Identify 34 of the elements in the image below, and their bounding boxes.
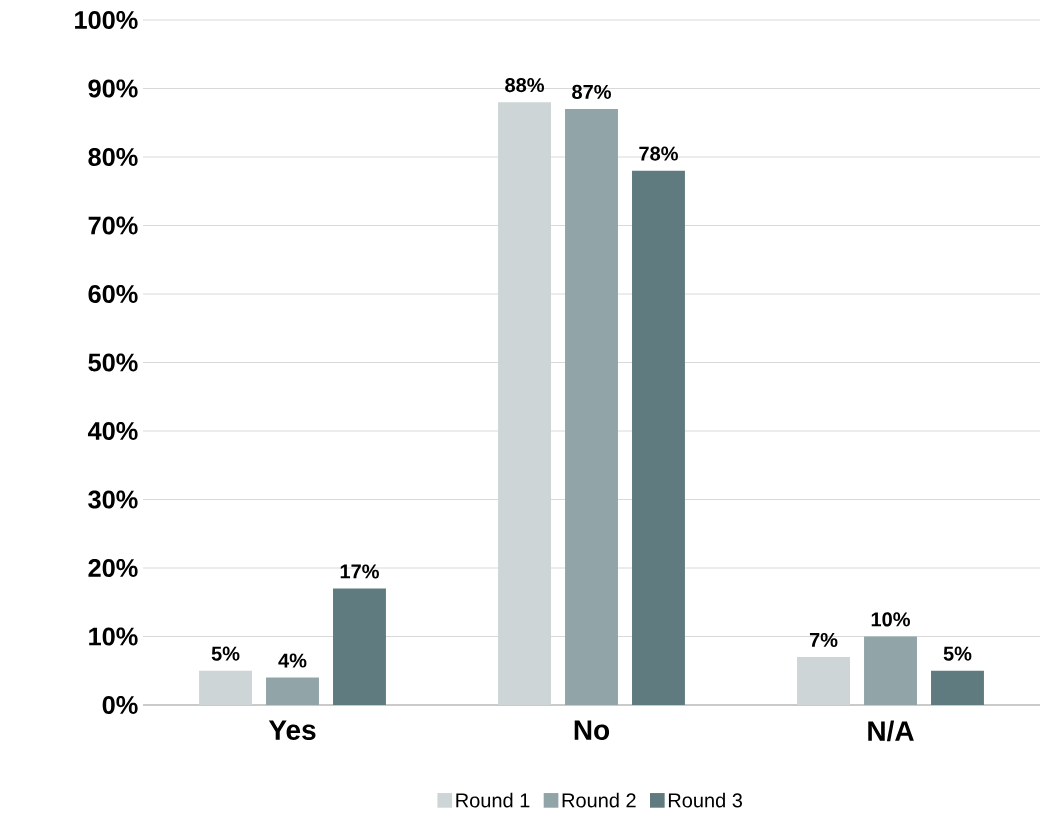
- y-tick-label: 60%: [88, 285, 138, 303]
- data-label: 4%: [278, 653, 307, 668]
- data-label: 78%: [639, 146, 678, 161]
- data-label: 7%: [809, 632, 838, 647]
- y-tick-label: 80%: [88, 148, 138, 166]
- data-label: 87%: [572, 84, 611, 99]
- y-tick-label: 100%: [75, 11, 138, 29]
- legend-label: Round 1: [456, 792, 530, 808]
- bar: [797, 657, 850, 705]
- y-tick-label: 10%: [89, 627, 138, 646]
- y-tick-label: 50%: [88, 353, 138, 372]
- y-tick-label: 40%: [87, 422, 138, 440]
- bar: [199, 670, 252, 705]
- bar: [931, 670, 984, 705]
- bar: [864, 636, 917, 705]
- data-label: 5%: [943, 646, 972, 661]
- y-tick-label: 70%: [88, 216, 138, 235]
- data-label: 17%: [340, 564, 379, 579]
- bar: [266, 677, 319, 705]
- y-tick-label: 30%: [88, 490, 138, 509]
- data-label: 88%: [505, 77, 545, 93]
- data-label: 10%: [871, 612, 910, 627]
- x-tick-label: No: [574, 720, 610, 740]
- bar: [333, 588, 386, 705]
- y-tick-label: 20%: [88, 559, 138, 577]
- legend-label: Round 2: [562, 792, 636, 808]
- bar: [632, 170, 685, 705]
- legend-label: Round 3: [668, 792, 743, 808]
- y-tick-label: 0%: [102, 696, 138, 714]
- x-tick-label: Yes: [268, 720, 316, 740]
- x-tick-label: N/A: [868, 720, 914, 742]
- data-label: 5%: [211, 646, 240, 661]
- y-tick-label: 90%: [88, 79, 138, 98]
- bar: [565, 109, 618, 705]
